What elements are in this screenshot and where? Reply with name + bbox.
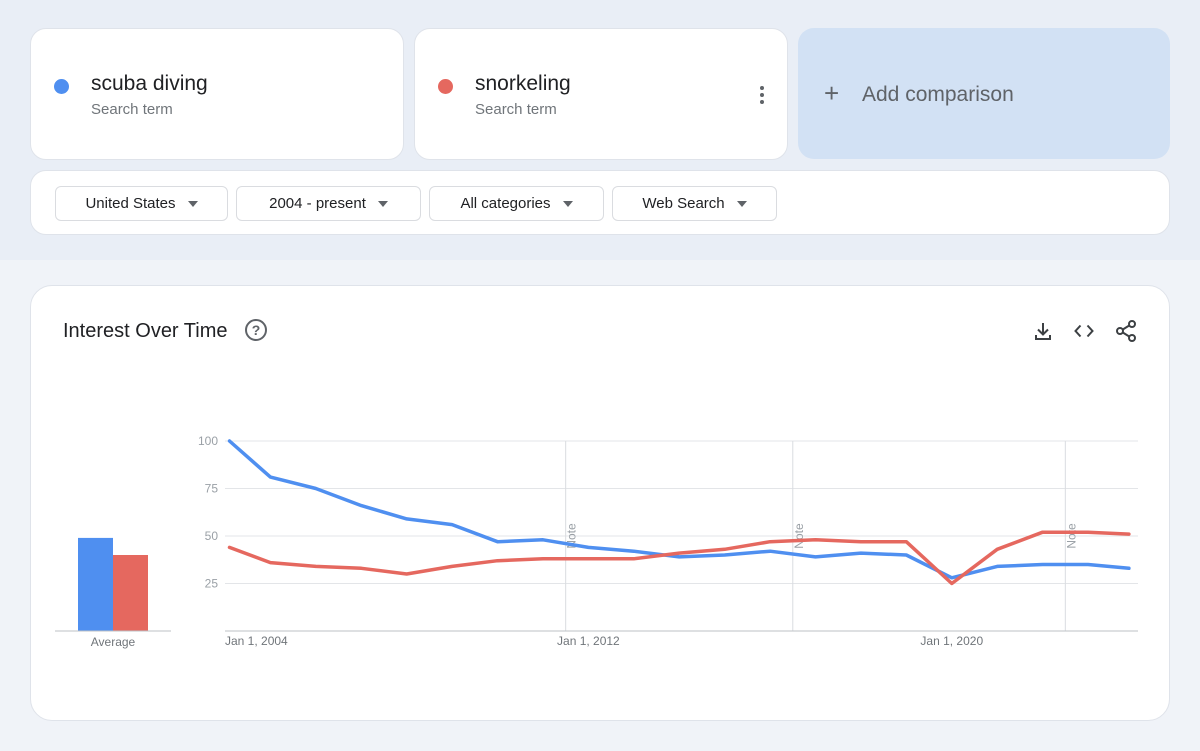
y-tick-label: 50 [205,529,219,543]
x-tick-label: Jan 1, 2004 [225,634,288,648]
y-tick-label: 75 [205,482,219,496]
x-tick-label: Jan 1, 2020 [920,634,983,648]
search-type-dropdown[interactable]: Web Search [612,186,777,221]
filter-label: All categories [460,195,551,212]
term-name: scuba diving [91,72,208,95]
geo-filter-dropdown[interactable]: United States [55,186,228,221]
average-bar-snorkeling [113,555,148,631]
y-tick-label: 25 [205,577,219,591]
add-comparison-label: Add comparison [862,83,1014,106]
term-name: snorkeling [475,72,571,95]
note-label: Note [792,523,806,549]
filter-label: Web Search [642,195,725,212]
interest-over-time-card: Interest Over Time ? 25 50 75 100 Note Note No… [30,285,1170,721]
average-label: Average [91,635,136,649]
caret-down-icon [377,200,388,207]
add-comparison-button[interactable]: + Add comparison [798,28,1170,159]
term-type: Search term [475,101,557,118]
series-color-dot [54,79,69,94]
chart-title: Interest Over Time [63,320,228,342]
note-label: Note [1064,523,1078,549]
series-line-scuba-diving [227,439,1131,580]
caret-down-icon [187,200,198,207]
x-tick-label: Jan 1, 2012 [557,634,620,648]
time-range-dropdown[interactable]: 2004 - present [236,186,421,221]
term-card-snorkeling[interactable]: snorkeling Search term [414,28,788,160]
plus-icon: + [824,78,840,108]
filter-label: United States [85,195,176,212]
filter-label: 2004 - present [269,195,366,212]
download-icon[interactable] [1031,319,1055,343]
category-dropdown[interactable]: All categories [429,186,604,221]
series-line-snorkeling [227,530,1131,586]
question-circle-icon[interactable]: ? [245,319,267,341]
embed-code-icon[interactable] [1072,319,1096,343]
y-tick-label: 100 [198,434,218,448]
caret-down-icon [736,200,747,207]
term-card-scuba-diving[interactable]: scuba diving Search term [30,28,404,160]
more-options-icon[interactable] [759,86,765,104]
average-bar-scuba-diving [78,537,113,631]
filter-bar: United States 2004 - present All categor… [30,170,1170,235]
series-color-dot [438,79,453,94]
caret-down-icon [562,200,573,207]
share-icon[interactable] [1114,319,1138,343]
term-type: Search term [91,101,173,118]
